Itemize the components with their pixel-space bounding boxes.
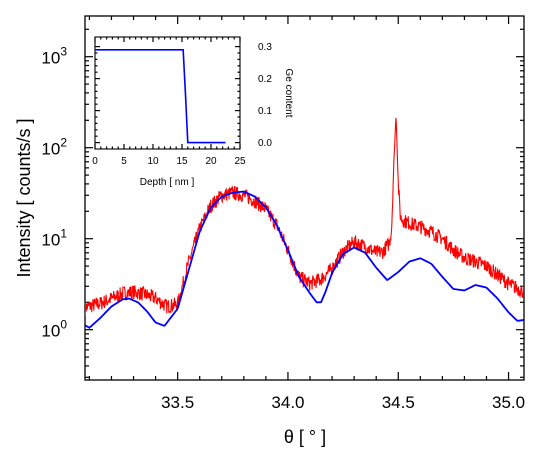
inset-y-tick-label: 0.3	[258, 42, 272, 53]
y-tick-label: 103	[41, 45, 67, 68]
inset-x-tick-label: 25	[234, 156, 246, 167]
y-tick-label: 100	[41, 318, 67, 341]
inset-frame	[94, 36, 241, 150]
inset-y-axis-title: Ge content	[283, 69, 294, 118]
inset-background	[95, 37, 240, 149]
main-ticks	[85, 16, 524, 380]
x-tick-label: 34.5	[382, 393, 415, 412]
inset-ticks	[94, 37, 241, 149]
main-plot-frame	[84, 15, 525, 381]
main-series	[85, 117, 524, 329]
x-tick-label: 35.0	[492, 393, 525, 412]
x-tick-label: 33.5	[161, 393, 194, 412]
y-axis-title: Intensity [ counts/s ]	[14, 118, 34, 277]
inset-x-axis-title: Depth [ nm ]	[140, 177, 195, 188]
inset-series	[95, 49, 226, 144]
inset-x-tick-label: 5	[121, 156, 127, 167]
inset-x-tick-label: 15	[176, 156, 188, 167]
inset-x-tick-label: 20	[205, 156, 217, 167]
inset-y-tick-label: 0.2	[258, 74, 272, 85]
measured-curve-red	[85, 117, 524, 315]
y-tick-label: 102	[41, 136, 67, 159]
x-axis-title: θ [ ° ]	[284, 427, 326, 447]
x-tick-label: 34.0	[271, 393, 304, 412]
simulated-curve-blue	[85, 190, 524, 329]
inset-ge-profile-line	[95, 49, 226, 144]
y-tick-label: 101	[41, 227, 67, 250]
inset-y-tick-label: 0.1	[258, 106, 272, 117]
inset-tick-labels: 0 5 10 15 20 25 0.0 0.1 0.2 0.3	[92, 42, 272, 167]
inset-x-tick-label: 10	[147, 156, 159, 167]
inset-x-tick-label: 0	[92, 156, 98, 167]
inset-y-tick-label: 0.0	[258, 138, 272, 149]
